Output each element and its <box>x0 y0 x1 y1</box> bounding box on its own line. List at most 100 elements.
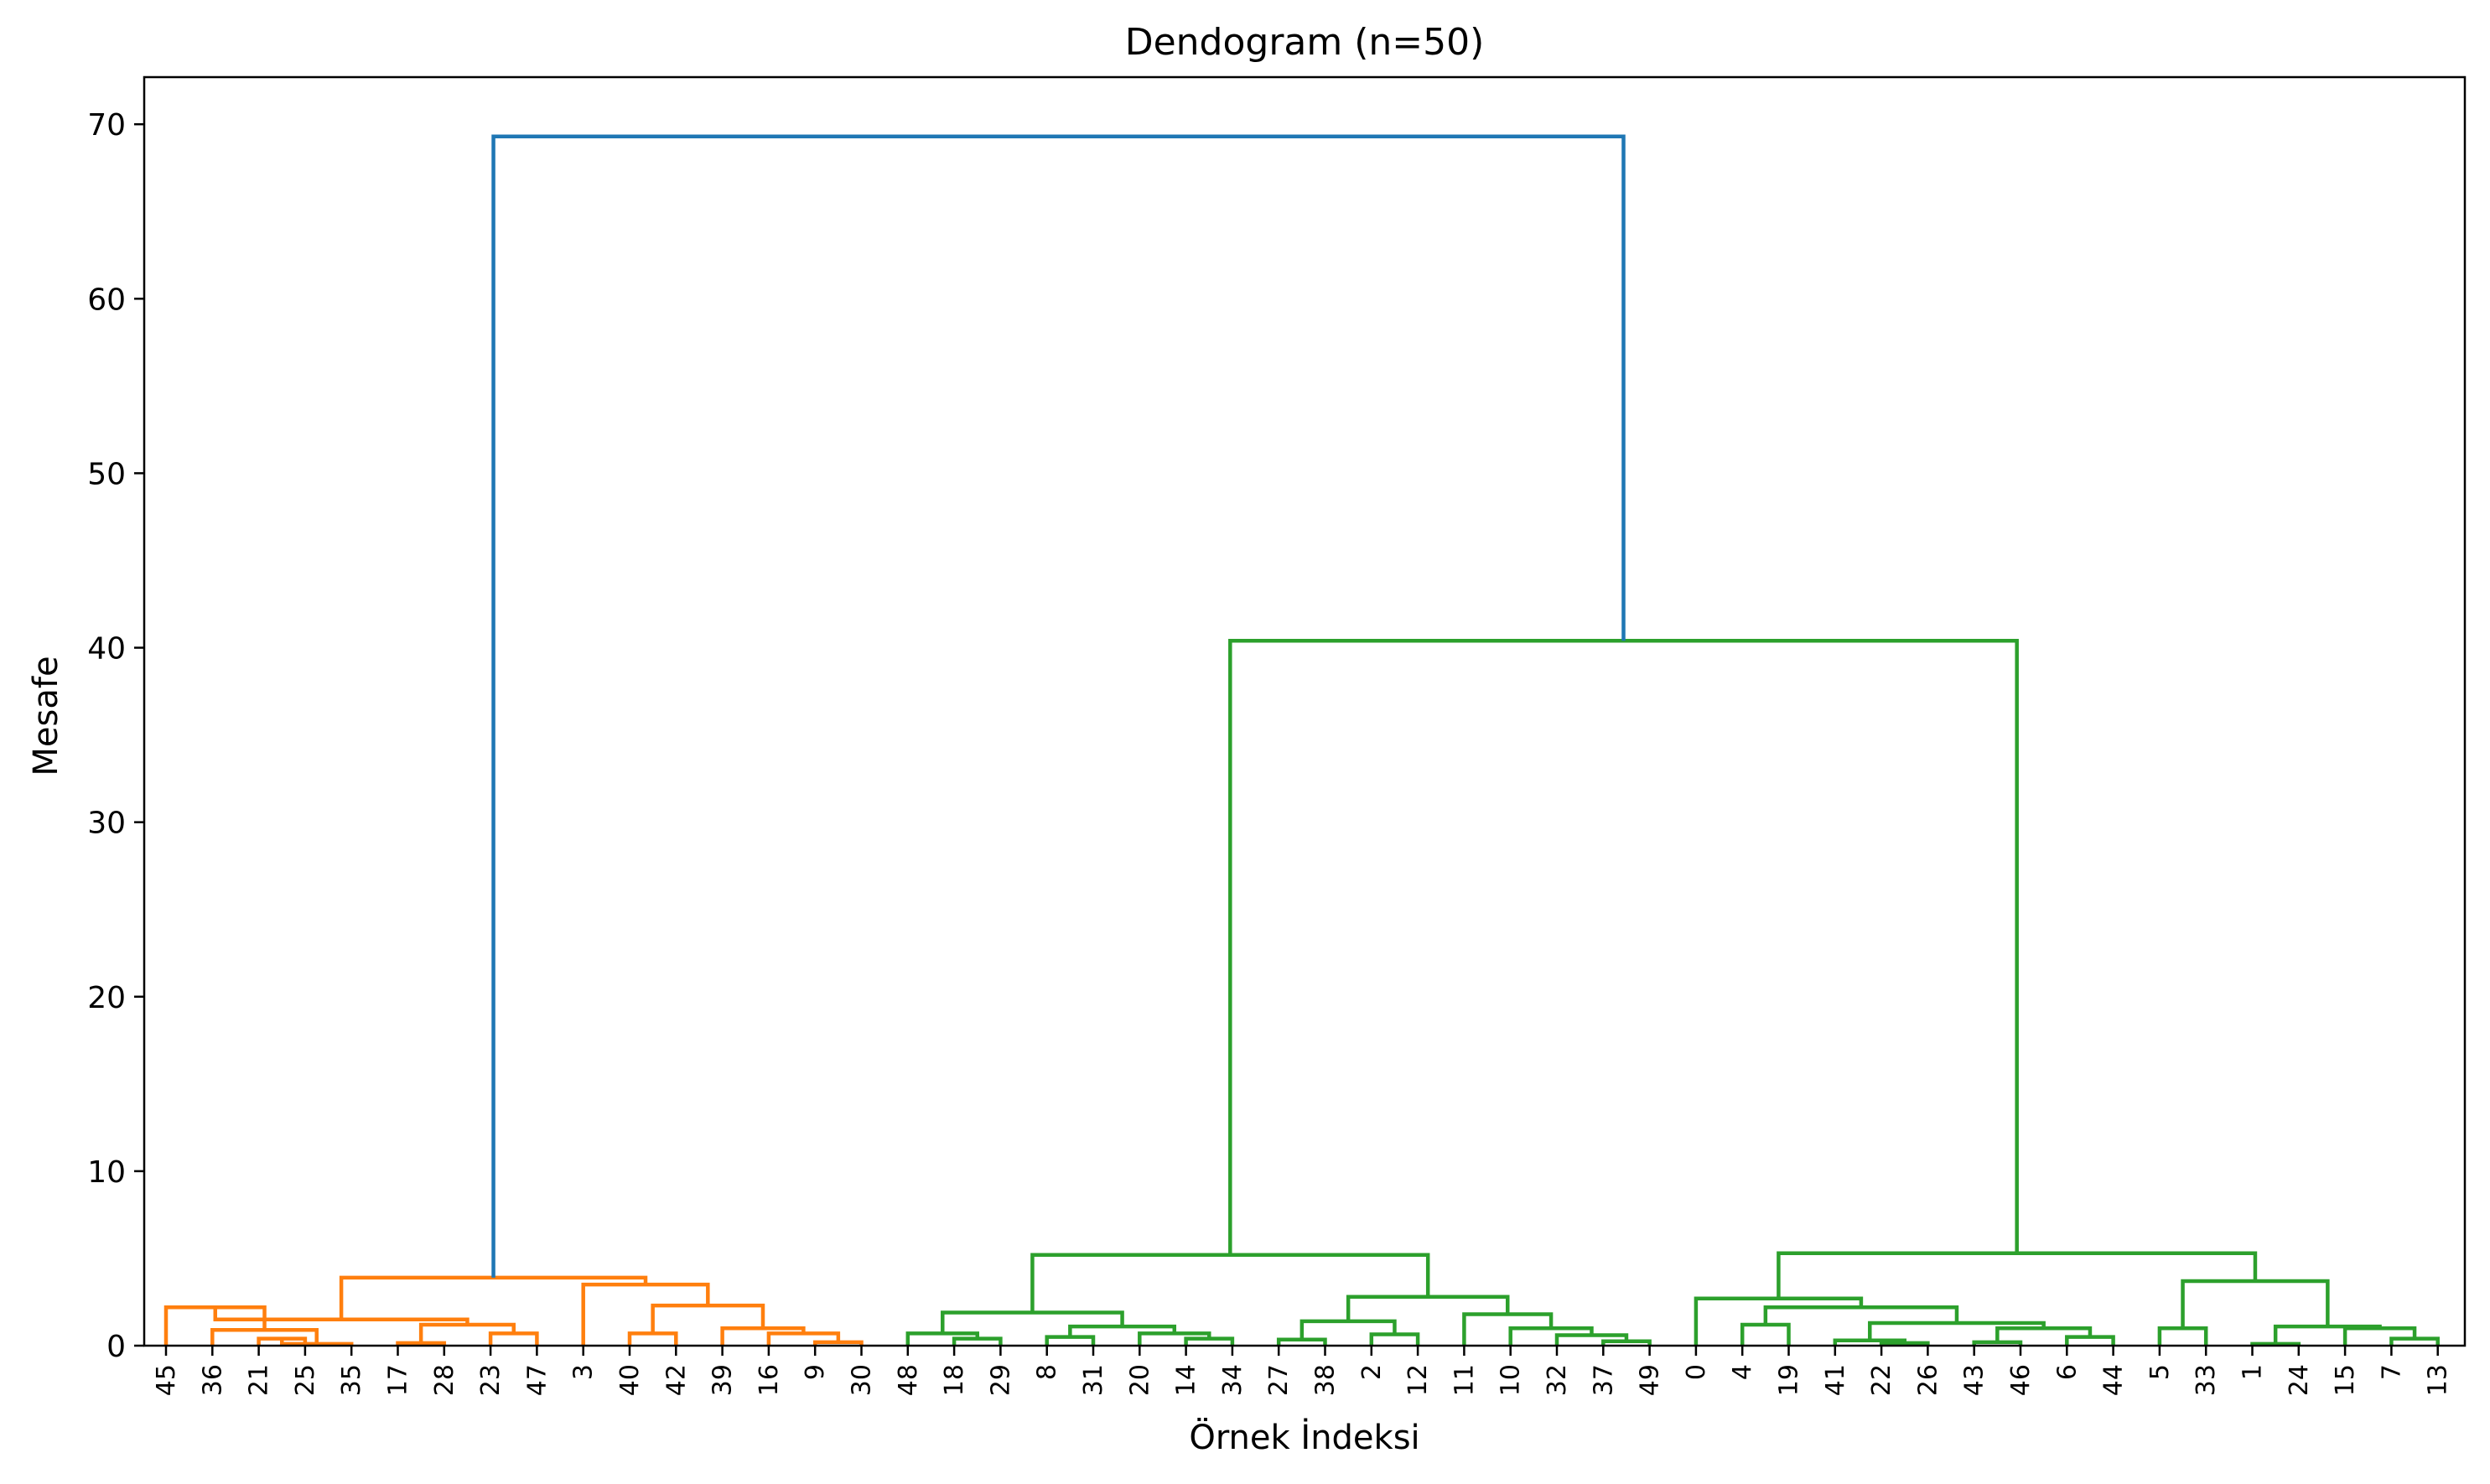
dendrogram-link <box>210 1328 319 1346</box>
x-tick-label: 1 <box>2238 1364 2268 1380</box>
x-tick-label: 43 <box>1960 1364 1989 1396</box>
x-tick-label: 32 <box>1543 1364 1572 1396</box>
dendrogram-link <box>396 1341 447 1346</box>
dendrogram-link <box>720 1326 806 1346</box>
dendrogram-link <box>812 1340 864 1346</box>
x-tick-label: 27 <box>1264 1364 1294 1396</box>
x-tick-label: 33 <box>2192 1364 2221 1396</box>
dendrogram-link <box>627 1331 678 1346</box>
x-tick-label: 25 <box>291 1364 320 1396</box>
dendrogram-link <box>2157 1326 2208 1346</box>
x-tick-label: 46 <box>2006 1364 2036 1396</box>
x-tick-label: 10 <box>1497 1364 1526 1396</box>
x-tick-label: 28 <box>430 1364 459 1396</box>
x-tick-label: 3 <box>569 1364 599 1380</box>
x-tick-label: 0 <box>1682 1364 1711 1380</box>
y-axis-ticks: 0 10 20 30 40 50 60 70 <box>87 108 144 1364</box>
dendrogram-link <box>2389 1336 2440 1346</box>
dendrogram-link <box>1868 1321 2046 1341</box>
dendrogram-link <box>1369 1332 1420 1346</box>
y-tick-label: 50 <box>87 457 126 491</box>
x-tick-label: 38 <box>1311 1364 1341 1396</box>
x-tick-label: 39 <box>708 1364 738 1396</box>
dendrogram-link <box>1030 1253 1430 1313</box>
dendrogram-links <box>163 134 2440 1346</box>
x-tick-label: 5 <box>2145 1364 2175 1380</box>
x-tick-label: 14 <box>1172 1364 1201 1396</box>
dendrogram-link <box>952 1336 1003 1346</box>
dendrogram-link <box>1346 1295 1510 1321</box>
x-tick-label: 24 <box>2285 1364 2314 1396</box>
x-tick-label: 9 <box>801 1364 830 1380</box>
x-tick-label: 26 <box>1913 1364 1943 1396</box>
x-tick-label: 37 <box>1589 1364 1618 1396</box>
x-tick-label: 47 <box>522 1364 552 1396</box>
x-tick-label: 11 <box>1450 1364 1479 1396</box>
x-tick-label: 22 <box>1867 1364 1896 1396</box>
dendrogram-link <box>2273 1324 2382 1344</box>
dendrogram-link <box>2181 1279 2330 1329</box>
x-tick-label: 36 <box>198 1364 227 1396</box>
dendrogram-link <box>1972 1340 2023 1346</box>
x-tick-label: 31 <box>1079 1364 1108 1396</box>
dendrogram-link <box>2065 1335 2115 1346</box>
dendrogram-link <box>1995 1326 2093 1342</box>
y-tick-label: 0 <box>106 1330 126 1364</box>
y-tick-label: 40 <box>87 632 126 667</box>
x-tick-label: 8 <box>1033 1364 1062 1380</box>
dendrogram-link <box>1068 1324 1177 1337</box>
x-tick-label: 15 <box>2331 1364 2360 1396</box>
x-tick-label: 42 <box>661 1364 691 1396</box>
dendrogram-link <box>1601 1339 1652 1346</box>
dendrogram-link <box>1276 1337 1327 1346</box>
y-tick-label: 70 <box>87 108 126 143</box>
x-tick-label: 30 <box>848 1364 877 1396</box>
dendrogram-link <box>1740 1322 1791 1346</box>
x-tick-label: 48 <box>894 1364 923 1396</box>
x-tick-label: 7 <box>2377 1364 2406 1380</box>
y-axis-label: Mesafe <box>27 656 65 776</box>
dendrogram-link <box>1045 1335 1096 1346</box>
x-tick-label: 49 <box>1636 1364 1665 1396</box>
dendrogram-link <box>1694 1296 1864 1346</box>
x-tick-label: 17 <box>384 1364 413 1396</box>
x-tick-label: 29 <box>986 1364 1015 1396</box>
x-tick-label: 20 <box>1125 1364 1154 1396</box>
x-tick-label: 16 <box>755 1364 784 1396</box>
dendrogram-link <box>418 1322 516 1343</box>
x-tick-label: 13 <box>2424 1364 2453 1396</box>
x-axis-ticks: 45 36 21 25 35 17 28 23 47 3 40 42 39 16 9 30 48 18 29 8 31 2… <box>152 1346 2453 1396</box>
dendrogram-link <box>1879 1341 1930 1346</box>
x-tick-label: 44 <box>2099 1364 2129 1396</box>
dendrogram-link <box>1833 1338 1906 1346</box>
dendrogram-link <box>941 1310 1124 1334</box>
x-tick-label: 12 <box>1403 1364 1433 1396</box>
dendrogram-link <box>581 1282 710 1346</box>
dendrogram-link <box>1462 1312 1554 1346</box>
chart-title: Dendogram (n=50) <box>1125 21 1485 64</box>
dendrogram-link <box>1299 1319 1397 1340</box>
y-tick-label: 10 <box>87 1155 126 1190</box>
dendrogram-link <box>1508 1326 1594 1346</box>
x-tick-label: 45 <box>152 1364 181 1396</box>
plot-frame <box>143 75 2467 1347</box>
x-tick-label: 2 <box>1357 1364 1387 1380</box>
dendrogram-link <box>488 1331 539 1346</box>
y-tick-label: 20 <box>87 981 126 1015</box>
dendrogram-link <box>1184 1336 1235 1346</box>
x-tick-label: 18 <box>940 1364 969 1396</box>
dendrogram-link <box>1777 1251 2258 1299</box>
x-axis-label: Örnek İndeksi <box>1189 1417 1419 1457</box>
dendrogram-link <box>1228 638 2019 1255</box>
x-tick-label: 41 <box>1821 1364 1850 1396</box>
x-tick-label: 23 <box>476 1364 506 1396</box>
x-tick-label: 6 <box>2052 1364 2082 1380</box>
x-tick-label: 19 <box>1775 1364 1804 1396</box>
x-tick-label: 21 <box>245 1364 274 1396</box>
x-tick-label: 34 <box>1218 1364 1248 1396</box>
x-tick-label: 40 <box>615 1364 645 1396</box>
y-tick-label: 30 <box>87 807 126 841</box>
x-tick-label: 35 <box>337 1364 366 1396</box>
